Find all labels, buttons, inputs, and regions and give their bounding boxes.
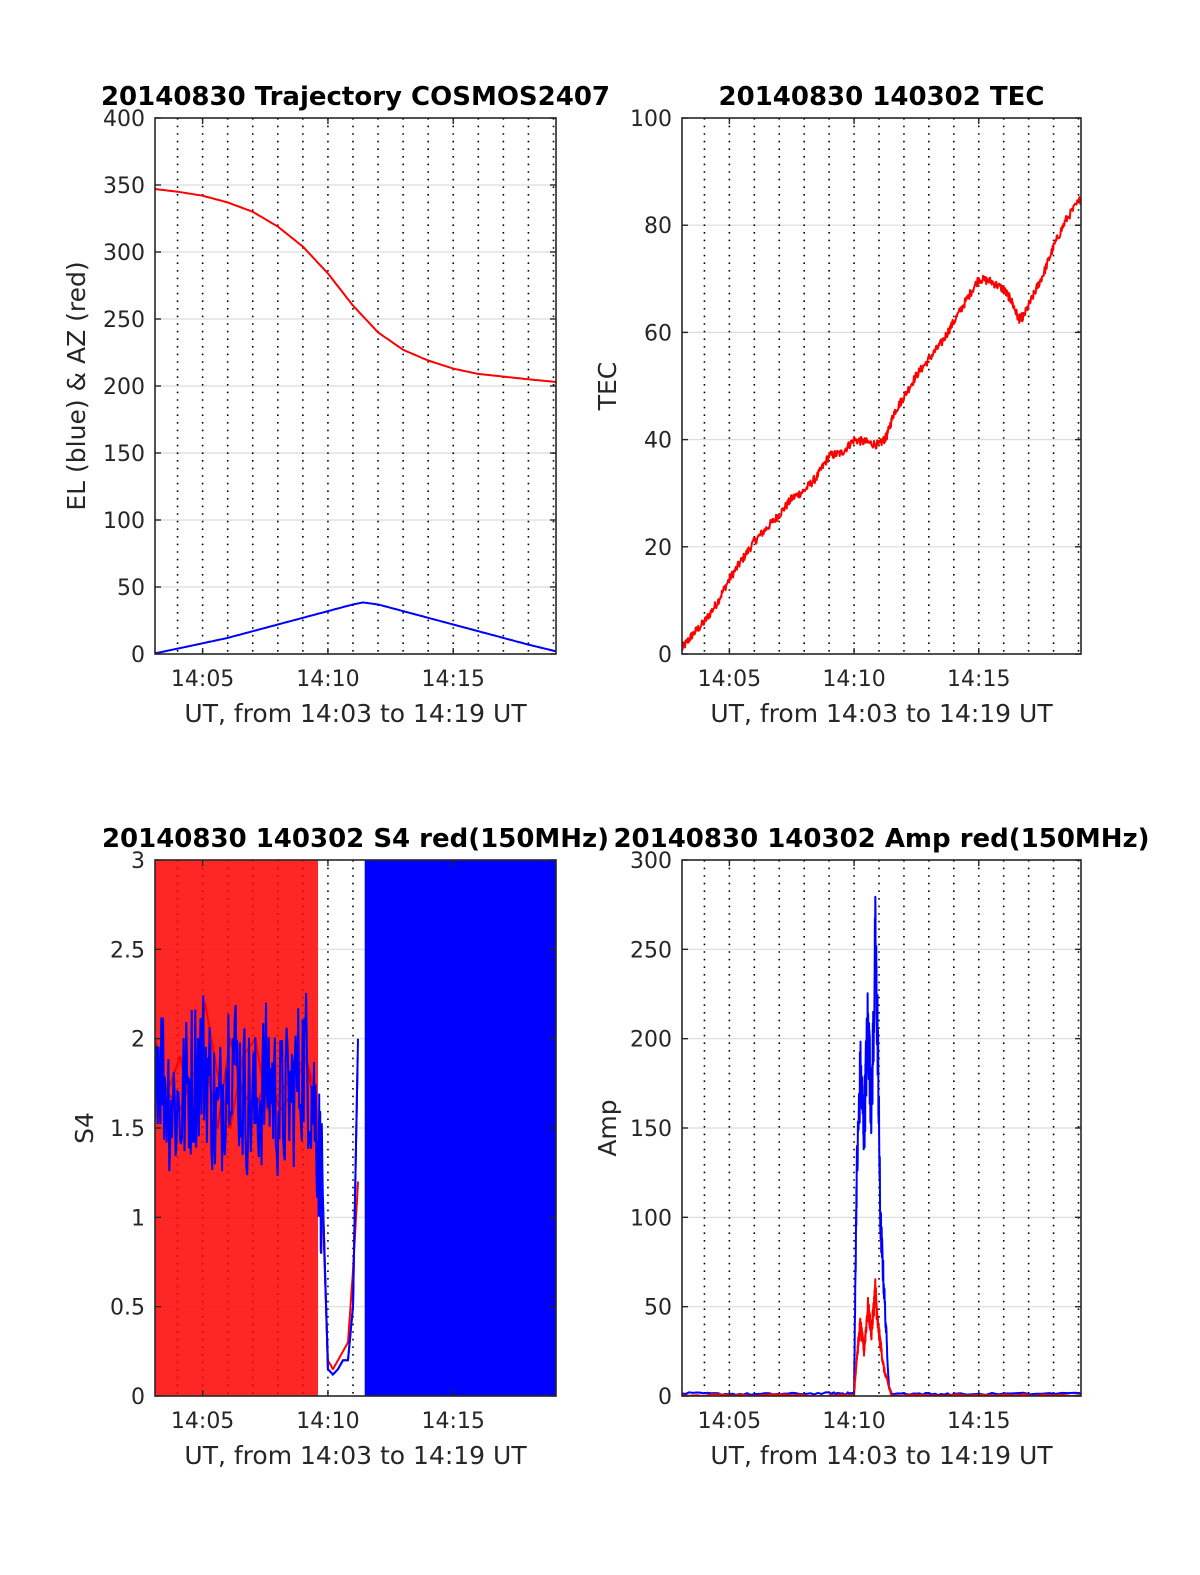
x-tick-label: 14:05: [171, 1409, 234, 1434]
y-tick-label: 50: [644, 1296, 672, 1321]
panel-title: 20140830 140302 TEC: [719, 82, 1045, 112]
y-axis-label: EL (blue) & AZ (red): [62, 261, 91, 510]
y-tick-label: 20: [644, 536, 672, 561]
series-blue-texture: [364, 860, 556, 1396]
y-tick-label: 0: [658, 643, 672, 668]
y-tick-label: 0: [131, 1385, 145, 1410]
y-tick-label: 0: [658, 1385, 672, 1410]
panel-title: 20140830 Trajectory COSMOS2407: [101, 82, 610, 112]
y-axis-label: Amp: [593, 1099, 622, 1156]
x-axis-label: UT, from 14:03 to 14:19 UT: [184, 699, 527, 728]
y-tick-label: 100: [630, 1206, 672, 1231]
y-tick-label: 50: [117, 576, 145, 601]
axes-box: [681, 117, 1082, 655]
panel-3: 0 0.5 1 1.5 2 2.5 3 14:05 14:10 14:15 20140830 140…: [70, 824, 609, 1470]
panel-1: 0 50 100 150 200 250 300 350 400 14:05 14:10 14:15 2…: [62, 82, 610, 728]
y-tick-label: 300: [103, 241, 145, 266]
x-axis-label: UT, from 14:03 to 14:19 UT: [710, 1441, 1053, 1470]
series-line: [682, 196, 1081, 651]
y-tick-label: 150: [630, 1117, 672, 1142]
y-tick-label: 100: [103, 509, 145, 534]
y-tick-label: 400: [103, 107, 145, 132]
y-tick-label: 1: [131, 1206, 145, 1231]
plot-area: [155, 860, 556, 1396]
y-tick-label: 300: [630, 849, 672, 874]
y-axis-label: TEC: [593, 362, 622, 412]
series-line: [155, 188, 556, 383]
plot-area: [682, 895, 1081, 1396]
x-tick-label: 14:10: [296, 667, 359, 692]
y-tick-label: 150: [103, 442, 145, 467]
panel-title: 20140830 140302 S4 red(150MHz): [102, 824, 609, 854]
series-line: [155, 992, 359, 1377]
x-tick-label: 14:05: [698, 1409, 761, 1434]
panel-title: 20140830 140302 Amp red(150MHz): [613, 824, 1149, 854]
y-tick-label: 3: [131, 849, 145, 874]
y-tick-label: 40: [644, 429, 672, 454]
y-axis-label: S4: [70, 1112, 99, 1144]
panel-2: 0 20 40 60 80 100 14:05 14:10 14:15 20140830 1403…: [593, 82, 1082, 728]
y-tick-label: 200: [630, 1028, 672, 1053]
y-tick-label: 2.5: [110, 938, 145, 963]
y-tick-label: 350: [103, 174, 145, 199]
x-tick-label: 14:10: [822, 667, 885, 692]
y-tick-label: 250: [630, 938, 672, 963]
y-tick-label: 1.5: [110, 1117, 145, 1142]
x-tick-label: 14:15: [947, 1409, 1010, 1434]
y-tick-label: 2: [131, 1028, 145, 1053]
y-tick-label: 0: [131, 643, 145, 668]
x-tick-label: 14:15: [422, 1409, 485, 1434]
x-tick-label: 14:05: [171, 667, 234, 692]
series-line: [155, 601, 556, 654]
plot-area: [155, 188, 556, 654]
panel-4: 0 50 100 150 200 250 300 14:05 14:10 14:15 2014083…: [593, 824, 1150, 1470]
y-tick-label: 250: [103, 308, 145, 333]
x-tick-label: 14:15: [422, 667, 485, 692]
series-line: [682, 1278, 1081, 1396]
y-tick-label: 200: [103, 375, 145, 400]
x-tick-label: 14:05: [698, 667, 761, 692]
x-tick-label: 14:10: [296, 1409, 359, 1434]
series-line: [682, 895, 1081, 1396]
plot-area: [682, 196, 1081, 651]
y-tick-label: 60: [644, 321, 672, 346]
x-tick-label: 14:10: [822, 1409, 885, 1434]
x-axis-label: UT, from 14:03 to 14:19 UT: [710, 699, 1053, 728]
x-tick-label: 14:15: [947, 667, 1010, 692]
x-axis-label: UT, from 14:03 to 14:19 UT: [184, 1441, 527, 1470]
y-tick-label: 0.5: [110, 1296, 145, 1321]
y-tick-label: 80: [644, 214, 672, 239]
y-tick-label: 100: [630, 107, 672, 132]
